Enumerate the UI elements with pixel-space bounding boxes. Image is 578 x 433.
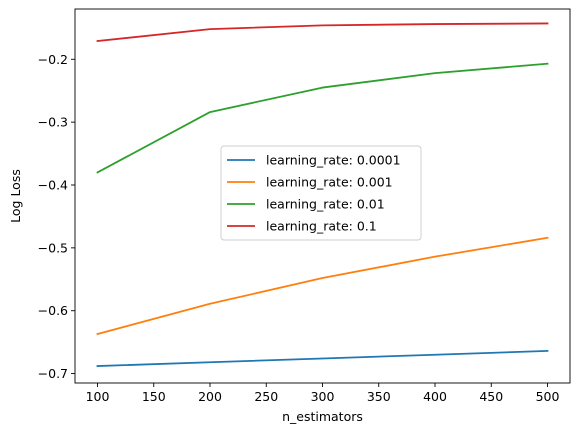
x-tick-label: 100 [86,389,110,404]
y-tick-label: −0.7 [38,366,68,381]
series-line-0 [96,350,549,367]
legend-label: learning_rate: 0.1 [266,219,377,234]
series-lines [96,22,549,367]
y-axis: −0.7 −0.6 −0.5 −0.4 −0.3 −0.2 [38,52,75,381]
x-tick-label: 350 [367,389,391,404]
legend-label: learning_rate: 0.0001 [266,153,401,168]
legend-box [220,145,422,241]
legend: learning_rate: 0.0001 learning_rate: 0.00… [220,145,422,241]
legend-label: learning_rate: 0.01 [266,197,385,212]
y-tick-label: −0.6 [38,303,68,318]
series-line-3 [96,22,549,43]
x-tick-label: 400 [423,389,447,404]
x-tick-label: 250 [254,389,278,404]
x-tick-label: 500 [536,389,560,404]
x-tick-label: 300 [311,389,335,404]
y-tick-label: −0.3 [38,115,68,130]
series-line-1 [96,236,549,336]
legend-label: learning_rate: 0.001 [266,175,393,190]
x-axis: 100 150 200 250 300 350 400 450 500 [86,383,560,404]
y-tick-label: −0.5 [38,240,68,255]
x-tick-label: 200 [198,389,222,404]
y-tick-label: −0.2 [38,52,68,67]
y-axis-label: Log Loss [8,169,23,223]
x-tick-label: 450 [479,389,503,404]
x-tick-label: 150 [142,389,166,404]
y-tick-label: −0.4 [38,178,68,193]
x-axis-label: n_estimators [282,409,363,424]
series-line-2 [96,62,549,174]
